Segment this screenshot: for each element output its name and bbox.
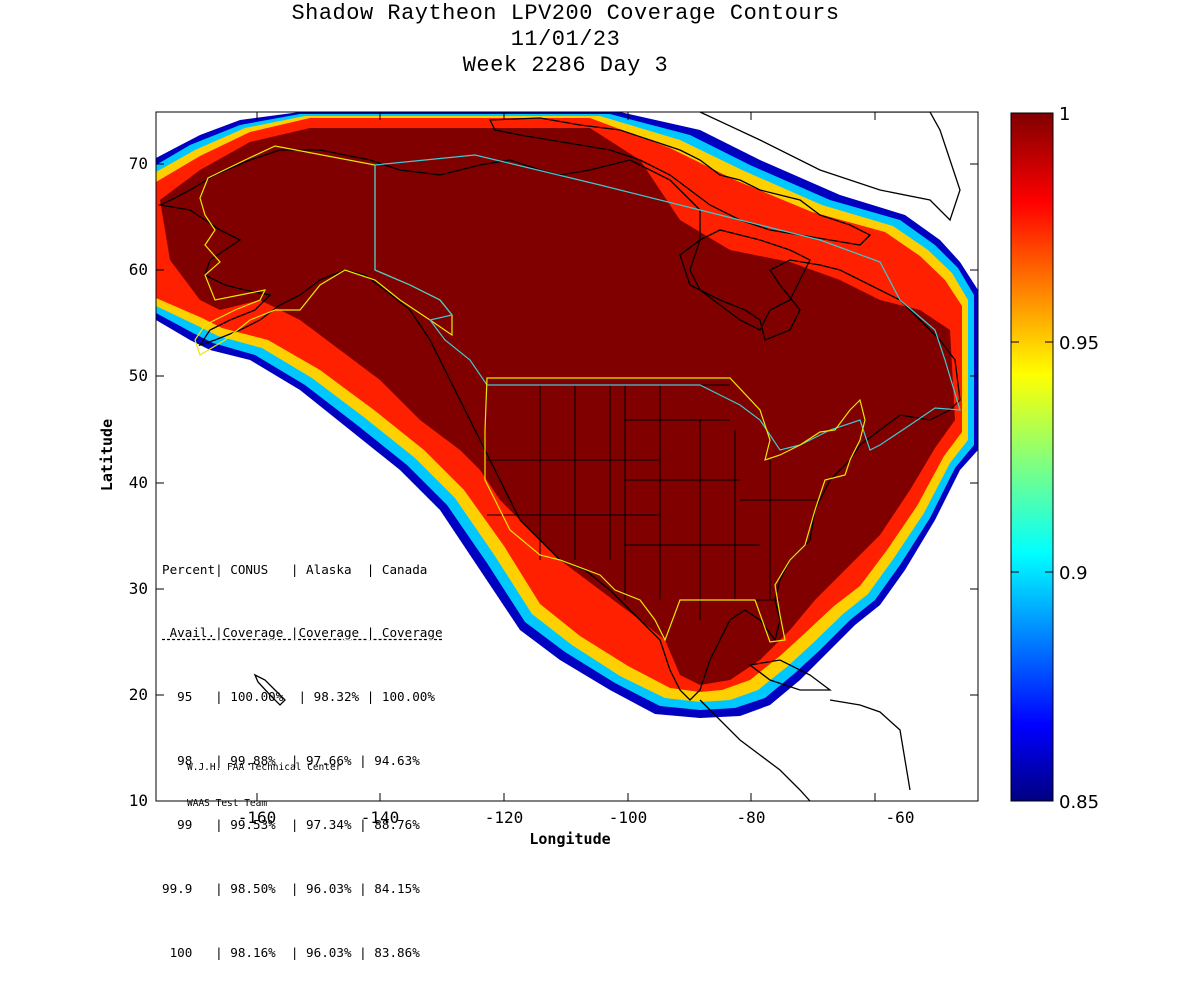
colorbar-gradient <box>1010 112 1054 802</box>
x-axis-title: Longitude <box>529 830 610 848</box>
stats-row: 99.9 | 98.50% | 96.03% | 84.15% <box>162 881 420 897</box>
y-tick-label: 10 <box>129 791 148 810</box>
stats-row: 98 | 99.88% | 97.66% | 94.63% <box>162 753 420 769</box>
state-borders-west <box>487 385 660 560</box>
coastline-hawaii <box>253 673 286 706</box>
y-axis-title: Latitude <box>98 419 116 491</box>
plot-frame <box>155 111 979 802</box>
state-borders-central <box>624 385 760 600</box>
colorbar-label: 1 <box>1059 104 1070 125</box>
title-line-3: Week 2286 Day 3 <box>462 53 669 78</box>
state-borders-east <box>699 420 820 620</box>
stats-row: 95 | 100.00% | 98.32% | 100.00% <box>162 689 435 705</box>
coastline-cuba <box>748 659 832 691</box>
y-tick-label: 60 <box>129 260 148 279</box>
credit-text: W.J.H. FAA Technical Center WAAS Test Te… <box>187 738 341 822</box>
colorbar-label: 0.9 <box>1059 563 1088 584</box>
x-tick-label: -160 <box>238 808 277 827</box>
colorbar-label: 0.95 <box>1059 333 1099 354</box>
credit-line-1: W.J.H. FAA Technical Center <box>187 762 342 773</box>
x-tick-label: -80 <box>737 808 766 827</box>
region-outlines <box>194 145 961 643</box>
title-line-1: Shadow Raytheon LPV200 Coverage Contours <box>291 1 840 26</box>
credit-line-2: WAAS Test Team <box>187 798 268 809</box>
stats-header-2: Avail.|Coverage |Coverage | Coverage <box>162 625 443 641</box>
x-tick-labels: -160 -140 -120 -100 -80 -60 <box>238 808 915 827</box>
x-tick-label: -120 <box>485 808 524 827</box>
y-tick-label: 30 <box>129 579 148 598</box>
y-tick-label: 50 <box>129 366 148 385</box>
map-figure: -160 -140 -120 -100 -80 -60 70 60 50 40 … <box>98 104 1099 848</box>
coastline-central-america <box>699 699 811 801</box>
stats-row: 99 | 99.53% | 97.34% | 88.76% <box>162 817 420 833</box>
y-tick-label: 40 <box>129 473 148 492</box>
x-axis <box>256 112 876 801</box>
x-tick-label: -140 <box>361 808 400 827</box>
contour-100 <box>160 128 955 685</box>
coverage-contours <box>156 112 978 718</box>
conus-region-outline <box>484 377 866 643</box>
coastline-greenland <box>699 112 961 222</box>
y-axis <box>156 163 978 696</box>
y-tick-labels: 70 60 50 40 30 20 10 <box>129 154 148 810</box>
stats-header-1: Percent| CONUS | Alaska | Canada <box>162 561 428 577</box>
y-tick-label: 20 <box>129 685 148 704</box>
coastline-arctic-islands <box>488 117 872 246</box>
canada-region-outline <box>374 154 961 451</box>
title-line-2: 11/01/23 <box>510 27 621 52</box>
colorbar: 1 0.95 0.9 0.85 <box>1010 104 1099 813</box>
coastline-hudson-bay <box>689 229 811 331</box>
stats-row: 100 | 98.16% | 96.03% | 83.86% <box>162 944 420 960</box>
x-tick-label: -60 <box>886 808 915 827</box>
y-tick-label: 70 <box>129 154 148 173</box>
x-tick-label: -100 <box>609 808 648 827</box>
coastline-caribbean <box>829 699 911 791</box>
colorbar-label: 0.85 <box>1059 792 1099 813</box>
